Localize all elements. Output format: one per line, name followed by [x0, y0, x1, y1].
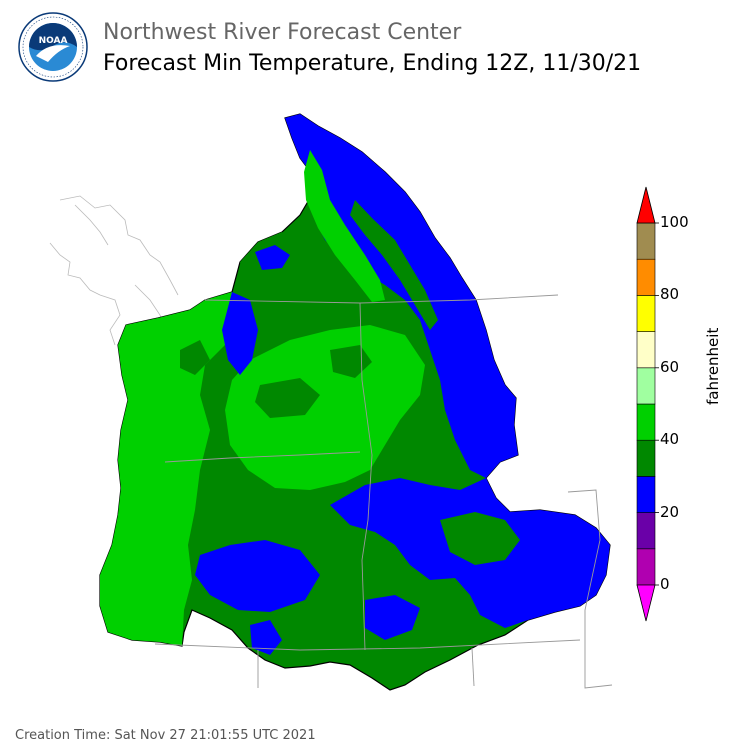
colorbar-bin — [636, 258, 656, 296]
colorbar-below-arrow — [636, 584, 656, 622]
colorbar-bin — [636, 222, 656, 260]
colorbar-tick-60: 60 — [660, 358, 680, 376]
colorbar-bin — [636, 512, 656, 550]
colorbar-tick-80: 80 — [660, 285, 680, 303]
political-borders — [154, 294, 613, 689]
colorbar-bin — [636, 331, 656, 369]
cascades-zone — [222, 292, 258, 375]
creation-time: Creation Time: Sat Nov 27 21:01:55 UTC 2… — [15, 728, 316, 743]
colorbar-bin — [636, 403, 656, 441]
colorbar-tick-20: 20 — [660, 503, 680, 521]
colorbar-bin — [636, 548, 656, 586]
noaa-logo-text: NOAA — [39, 36, 68, 46]
colorbar-bin — [636, 476, 656, 513]
coastal-zone — [100, 292, 240, 646]
colorbar-bin — [636, 295, 656, 332]
colorbar-above-arrow — [636, 186, 656, 224]
colorbar-tick-40: 40 — [660, 430, 680, 448]
plateau-zone — [225, 325, 425, 490]
colorbar-bin — [636, 367, 656, 405]
noaa-logo: NOAA — [18, 12, 88, 82]
colorbar-tick-0: 0 — [660, 575, 670, 593]
colorbar-tick-100: 100 — [660, 213, 689, 231]
page-subtitle: Northwest River Forecast Center — [103, 20, 462, 45]
colorbar-bin — [636, 439, 656, 477]
page-title: Forecast Min Temperature, Ending 12Z, 11… — [103, 51, 642, 76]
colorbar-unit-label: fahrenheit — [704, 327, 722, 405]
northern-mountains — [285, 114, 518, 478]
